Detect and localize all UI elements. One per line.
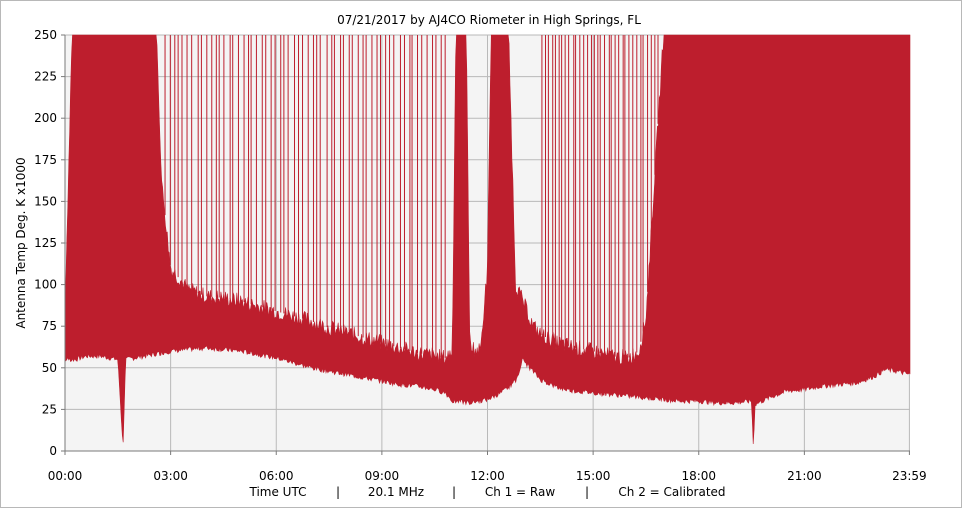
signal-spikes xyxy=(164,35,659,358)
x-axis-label: Time UTC xyxy=(249,485,307,499)
x-tick-label: 06:00 xyxy=(259,469,294,483)
chart-title: 07/21/2017 by AJ4CO Riometer in High Spr… xyxy=(337,13,641,27)
x-tick-label: 18:00 xyxy=(681,469,716,483)
x-tick-label: 09:00 xyxy=(365,469,400,483)
x-tick-label: 15:00 xyxy=(576,469,611,483)
y-tick-label: 175 xyxy=(34,153,57,167)
x-tick-label: 23:59 xyxy=(892,469,927,483)
x-axis-ticks: 00:00 03:00 06:00 09:00 12:00 15:00 18:00 21:00… xyxy=(48,451,927,483)
x-tick-label: 12:00 xyxy=(470,469,505,483)
y-tick-label: 25 xyxy=(42,402,57,416)
x-tick-label: 21:00 xyxy=(787,469,822,483)
y-tick-label: 100 xyxy=(34,278,57,292)
y-tick-label: 0 xyxy=(49,444,57,458)
y-tick-label: 200 xyxy=(34,111,57,125)
y-tick-label: 250 xyxy=(34,28,57,42)
x-tick-label: 03:00 xyxy=(153,469,188,483)
channel-2-label: Ch 2 = Calibrated xyxy=(618,485,725,499)
y-axis-label: Antenna Temp Deg. K x1000 xyxy=(14,157,28,328)
y-tick-label: 50 xyxy=(42,361,57,375)
x-tick-label: 00:00 xyxy=(48,469,83,483)
y-tick-label: 225 xyxy=(34,70,57,84)
frequency-label: 20.1 MHz xyxy=(368,485,424,499)
y-axis-ticks: 0 25 50 75 100 125 150 175 200 225 250 xyxy=(34,28,65,458)
y-tick-label: 75 xyxy=(42,319,57,333)
channel-1-label: Ch 1 = Raw xyxy=(485,485,556,499)
chart-footer: Time UTC | 20.1 MHz | Ch 1 = Raw | Ch 2 … xyxy=(249,485,726,499)
footer-separator: | xyxy=(585,485,589,499)
y-tick-label: 125 xyxy=(34,236,57,250)
signal-area xyxy=(64,34,911,445)
y-tick-label: 150 xyxy=(34,194,57,208)
footer-separator: | xyxy=(336,485,340,499)
footer-separator: | xyxy=(452,485,456,499)
signal-area-path xyxy=(64,34,911,445)
